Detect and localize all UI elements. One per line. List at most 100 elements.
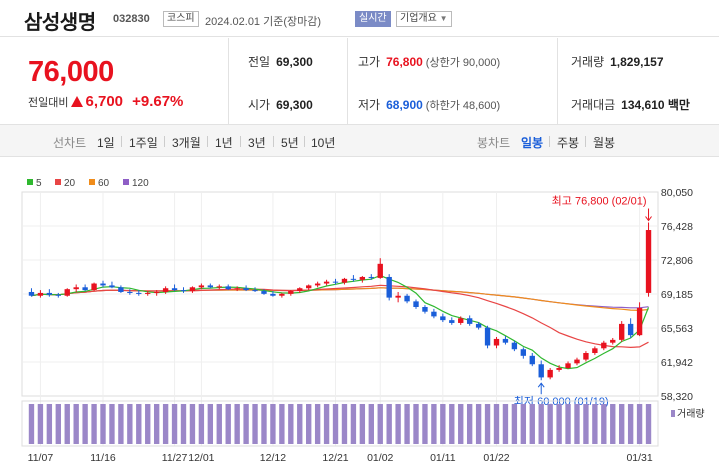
stat-label: 거래대금 [571, 98, 616, 112]
stock-name: 삼성생명 [24, 12, 96, 34]
volume-bar [636, 404, 643, 444]
candle-body [413, 301, 419, 308]
period-1d[interactable]: 1일 [97, 136, 115, 150]
period-10y[interactable]: 10년 [311, 136, 336, 150]
candle-body [28, 291, 35, 296]
x-tick-label: 11/07 [28, 452, 54, 464]
y-axis-ticks: 80,050 76,428 72,806 69,185 65,563 61,942 58,3… [661, 187, 693, 403]
legend-label: 120 [132, 178, 149, 189]
annotations: 최고 76,800 (02/01)최저 60,000 (01/19) [514, 195, 652, 408]
volume-bar [127, 404, 133, 444]
candle-body [601, 342, 607, 349]
volume-bar [225, 404, 231, 444]
period-5y[interactable]: 5년 [281, 136, 299, 150]
x-tick-label: 12/01 [188, 452, 214, 464]
stat-limit: (상한가 90,000) [425, 57, 501, 69]
candle-body [538, 364, 544, 378]
candle-body [583, 353, 589, 360]
volume-bar [314, 404, 321, 444]
volume-bar [538, 404, 544, 444]
stats-divider [557, 38, 558, 124]
candle-body [449, 320, 455, 323]
line-chart-label: 선차트 [53, 136, 87, 150]
candle-weekly[interactable]: 주봉 [557, 136, 580, 150]
volume-bar [413, 404, 419, 444]
volume-bar [395, 404, 401, 444]
candle-body [171, 288, 178, 291]
volume-bar [466, 404, 473, 444]
candle-body [46, 292, 53, 295]
candle-body [619, 323, 625, 340]
candle-body [118, 287, 124, 292]
candle-body [610, 339, 616, 343]
volume-bar [386, 404, 392, 444]
volume-bar [189, 404, 196, 444]
stat-low: 저가 68,900 (하한가 48,600) [358, 96, 500, 113]
candle-body [341, 278, 348, 283]
volume-bar [458, 404, 464, 444]
volume-bar [82, 404, 88, 444]
candle-body [386, 276, 392, 298]
volume-bar [431, 404, 437, 444]
x-tick-label: 01/22 [483, 452, 509, 464]
volume-bar [28, 404, 35, 444]
candle-body [252, 290, 258, 292]
volume-bar [323, 404, 330, 444]
volume-bars: 거래량 [28, 404, 705, 444]
candle-body [279, 293, 285, 296]
ma-20-line [31, 284, 649, 349]
period-1y[interactable]: 1년 [215, 136, 233, 150]
stock-code: 032830 [113, 13, 150, 25]
volume-bar [297, 404, 303, 444]
candle-body [350, 278, 357, 280]
candle-body [261, 291, 267, 294]
candle-monthly[interactable]: 월봉 [593, 136, 616, 150]
candle-body [440, 316, 446, 321]
period-3y[interactable]: 3년 [248, 136, 266, 150]
quote-box: 76,000 전일대비 6,700 +9.67% [0, 38, 229, 124]
candle-body [556, 368, 562, 370]
base-date: 2024.02.01 기준(장마감) [205, 16, 322, 28]
volume-bar [207, 404, 214, 444]
x-tick-label: 12/12 [260, 452, 286, 464]
candle-body [484, 327, 491, 346]
volume-bar [520, 404, 527, 444]
stat-value: 134,610 백만 [621, 98, 690, 112]
toolbar-separator [273, 136, 274, 147]
volume-bar [449, 404, 455, 444]
realtime-button[interactable]: 실시간 [355, 11, 391, 27]
chevron-down-icon: ▼ [439, 14, 448, 23]
stat-label: 저가 [358, 98, 381, 112]
candle-body [145, 292, 151, 294]
stat-prev: 전일 69,300 [248, 53, 313, 70]
volume-bar [162, 404, 169, 444]
volume-bar [368, 404, 374, 444]
candle-body [297, 288, 303, 292]
volume-bar [601, 404, 607, 444]
candle-body [458, 318, 464, 323]
price-chart[interactable]: 5 20 60 120 80,050 76,428 72,806 69,185 65,563 6… [0, 157, 719, 473]
period-3m[interactable]: 3개월 [172, 136, 201, 150]
candle-body [136, 292, 142, 294]
volume-bar [341, 404, 348, 444]
grid-lines [22, 192, 658, 446]
volume-bar [171, 404, 178, 444]
candle-body [55, 294, 61, 296]
candle-body [565, 363, 571, 369]
period-1w[interactable]: 1주일 [129, 136, 158, 150]
candle-daily[interactable]: 일봉 [521, 136, 544, 150]
candle-body [627, 323, 634, 336]
ma-60-line [31, 287, 649, 312]
legend-swatch [89, 179, 95, 185]
volume-bar [350, 404, 357, 444]
candle-body [332, 281, 339, 283]
candle-body [306, 285, 312, 289]
candle-body [422, 307, 428, 312]
legend-label: 20 [64, 178, 76, 189]
candle-body [207, 285, 214, 288]
candle-body [493, 338, 500, 346]
toolbar-separator [585, 136, 586, 147]
x-tick-label: 01/02 [367, 452, 393, 464]
company-info-dropdown[interactable]: 기업개요 ▼ [396, 11, 452, 27]
volume-bar [583, 404, 589, 444]
